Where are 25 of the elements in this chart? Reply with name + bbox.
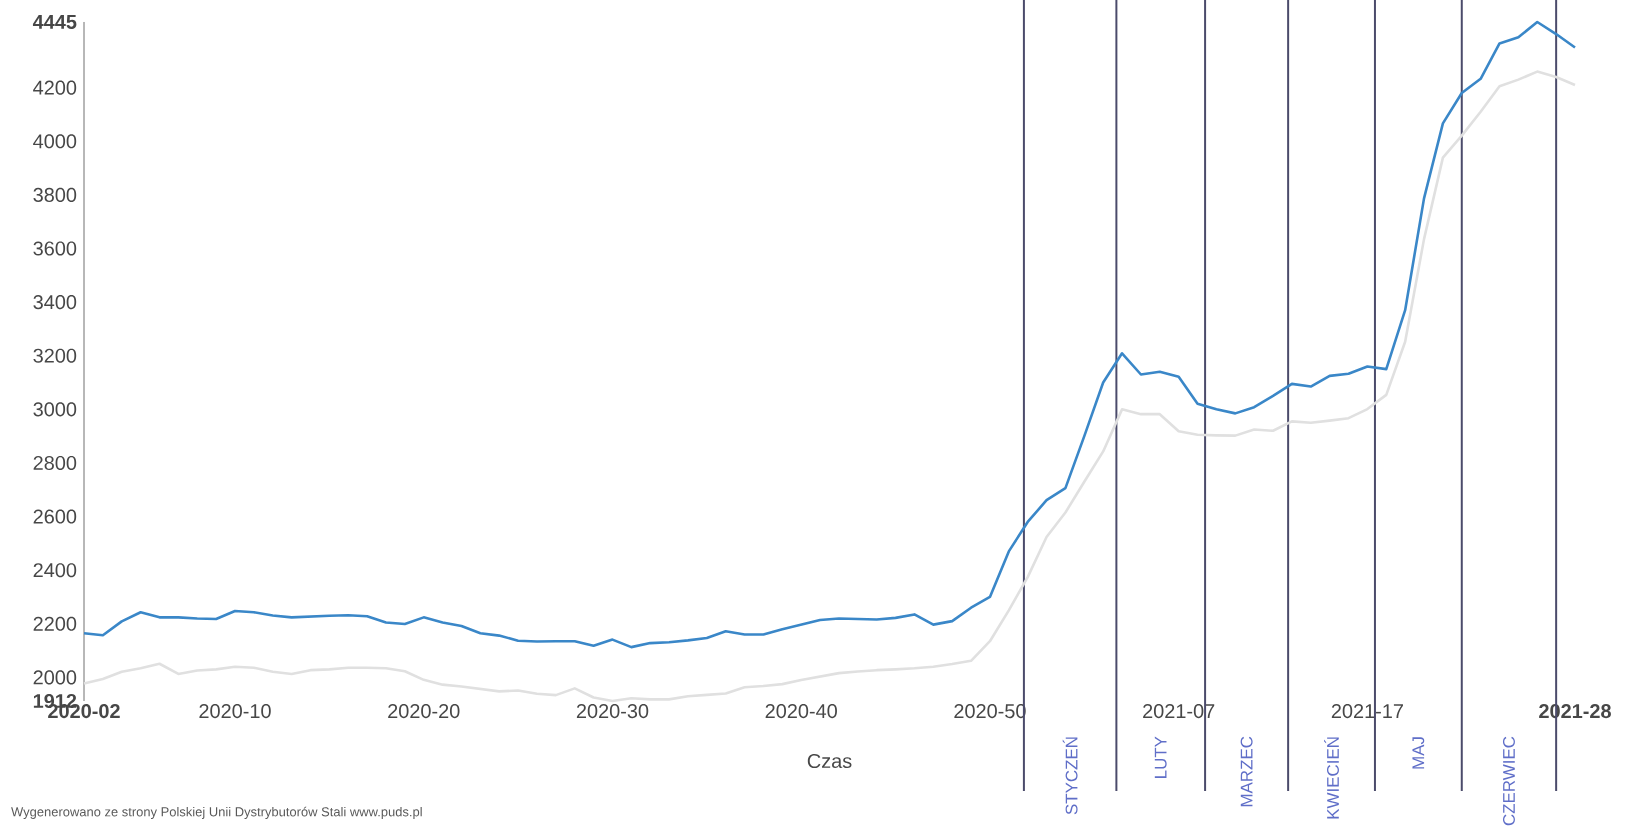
y-tick-label: 3200 xyxy=(33,348,77,363)
y-tick-label: 3600 xyxy=(33,241,77,256)
text: Wygenerowano ze strony Polskiej Unii Dystrybutorów Stali www.puds.pl xyxy=(11,806,422,819)
text: MAJ xyxy=(1412,737,1425,769)
text: CZERWIEC xyxy=(1502,736,1515,826)
x-tick-label: 2020-20 xyxy=(388,704,460,719)
y-tick-label: 2200 xyxy=(33,616,77,631)
text: STYCZEŃ xyxy=(1062,737,1078,815)
x-tick-label: 2020-40 xyxy=(765,704,837,719)
y-tick-label: 4445 xyxy=(32,15,77,29)
x-axis-title: Czas xyxy=(807,753,852,769)
text: MARZEC xyxy=(1240,736,1253,807)
y-tick-label: 4200 xyxy=(33,80,77,95)
y-tick-label: 4000 xyxy=(33,134,77,149)
y-tick-label: 3400 xyxy=(33,295,77,310)
y-tick-label: 2400 xyxy=(33,563,77,578)
y-tick-label: 3000 xyxy=(33,402,77,417)
x-tick-label: 2020-10 xyxy=(199,704,271,719)
y-tick-label: 2800 xyxy=(33,455,77,470)
y-tick-label: 3800 xyxy=(33,187,77,202)
text: LUTY xyxy=(1154,736,1167,778)
y-tick-label: 2600 xyxy=(33,509,77,524)
x-tick-label: 2020-30 xyxy=(576,704,649,719)
y-tick-label: 2000 xyxy=(33,670,77,685)
text: KWIECIEŃ xyxy=(1324,737,1339,819)
